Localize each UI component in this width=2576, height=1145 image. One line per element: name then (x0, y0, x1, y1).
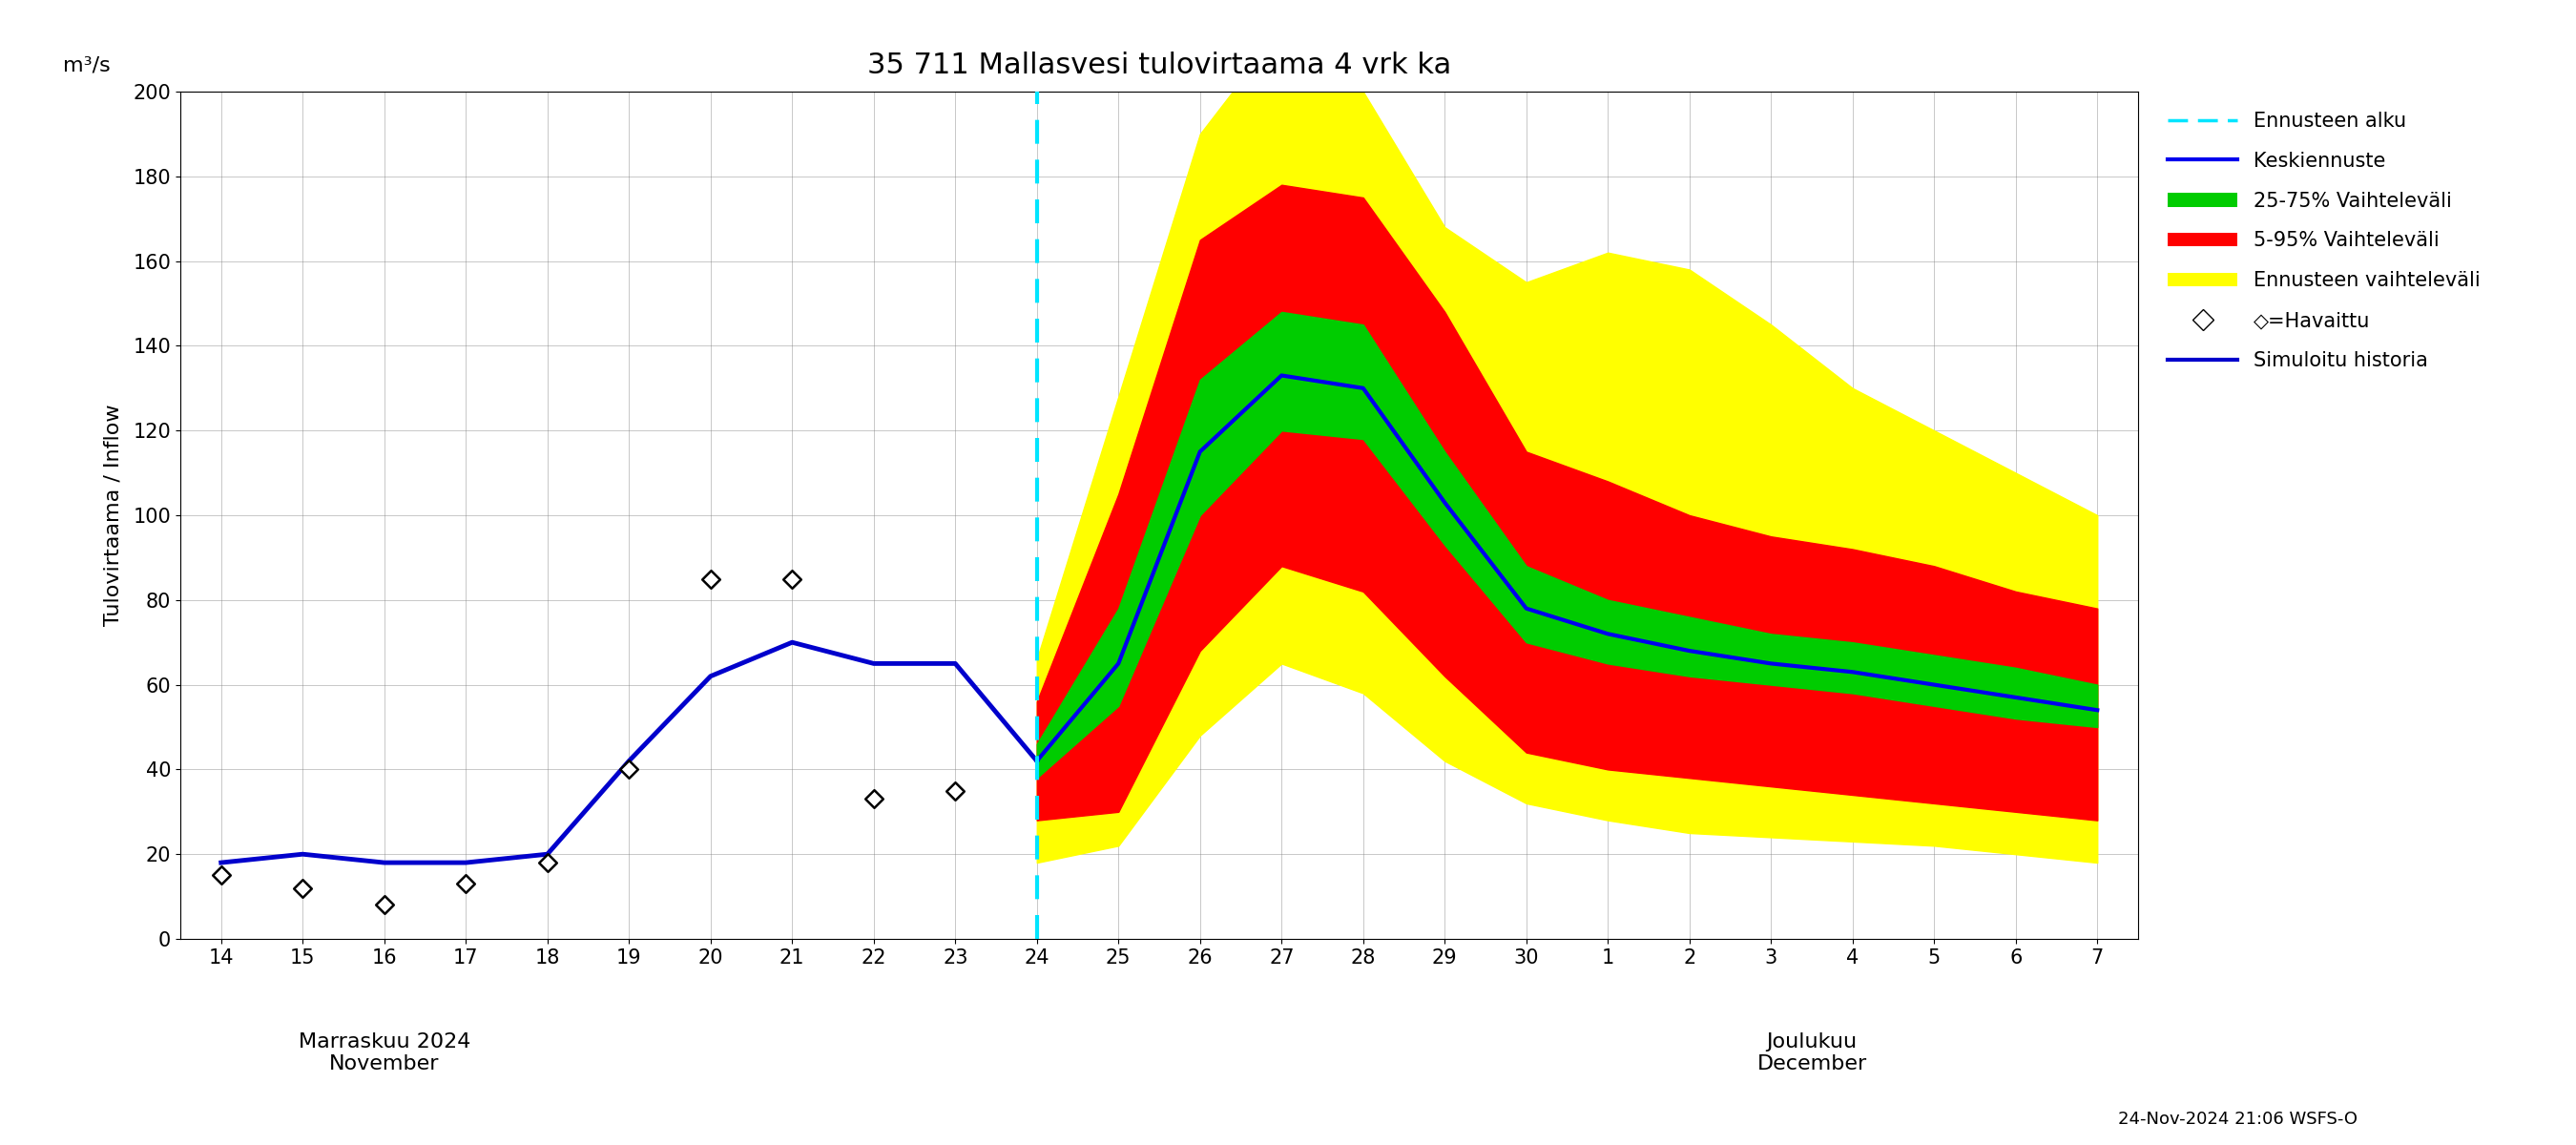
Text: 24-Nov-2024 21:06 WSFS-O: 24-Nov-2024 21:06 WSFS-O (2117, 1111, 2357, 1128)
Point (526, 853, 567, 871)
Point (935, 781, 976, 799)
Point (363, 895, 404, 914)
Text: m³/s: m³/s (62, 56, 111, 74)
Point (201, 866, 242, 884)
Point (281, 879, 325, 898)
Point (773, 569, 814, 587)
Text: Joulukuu
December: Joulukuu December (1757, 1032, 1868, 1073)
Text: Marraskuu 2024
November: Marraskuu 2024 November (299, 1032, 471, 1073)
Point (446, 875, 487, 893)
Title: 35 711 Mallasvesi tulovirtaama 4 vrk ka: 35 711 Mallasvesi tulovirtaama 4 vrk ka (868, 52, 1450, 79)
Point (690, 569, 732, 587)
Y-axis label: Tulovirtaama / Inflow: Tulovirtaama / Inflow (103, 404, 124, 626)
Legend: Ennusteen alku, Keskiennuste, 25-75% Vaihteleväli, 5-95% Vaihteleväli, Ennusteen: Ennusteen alku, Keskiennuste, 25-75% Vai… (2159, 102, 2491, 380)
Point (608, 760, 649, 779)
Point (853, 790, 894, 808)
